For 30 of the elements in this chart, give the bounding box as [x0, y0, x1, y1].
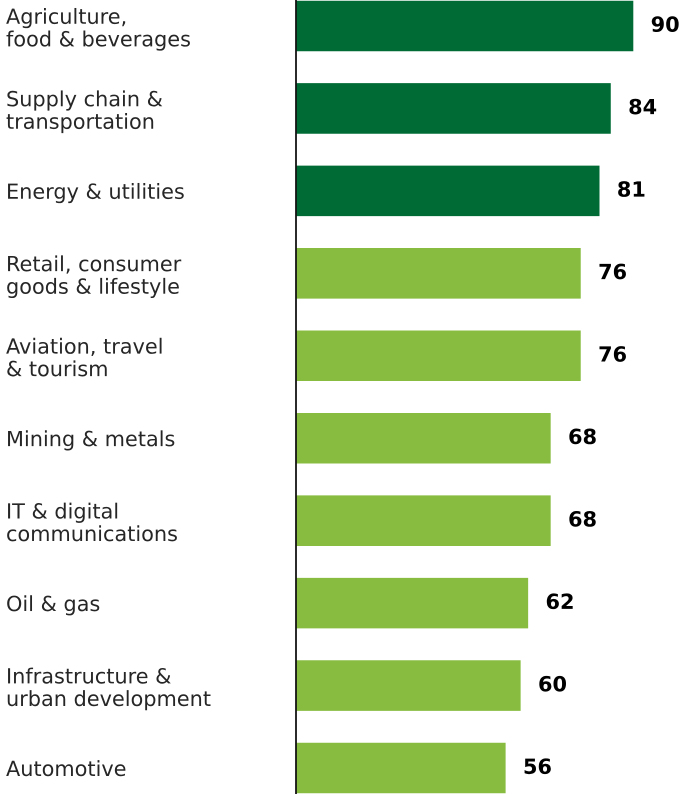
y-tick-label: Agriculture, food & beverages — [6, 8, 190, 51]
bar — [296, 329, 582, 382]
bar — [296, 658, 522, 712]
y-tick-label: IT & digital communications — [7, 502, 177, 542]
bar — [296, 412, 552, 465]
data-label: 90 — [652, 16, 679, 32]
data-label: 68 — [569, 428, 596, 444]
bar — [296, 246, 582, 300]
bar — [296, 82, 612, 136]
y-tick-label: Energy & utilities — [8, 182, 184, 204]
bar — [296, 164, 601, 218]
data-label: 76 — [599, 346, 626, 362]
data-label: 84 — [629, 98, 656, 114]
y-tick-label: Aviation, travel & tourism — [6, 338, 162, 376]
data-label: 56 — [524, 758, 551, 774]
y-tick-label: Supply chain & transportation — [6, 90, 162, 134]
data-label: 81 — [618, 181, 644, 197]
bar — [296, 576, 530, 630]
data-label: 60 — [539, 676, 566, 692]
data-label: 68 — [569, 510, 596, 527]
bar — [296, 741, 508, 794]
data-label: 62 — [546, 593, 573, 610]
y-tick-label: Infrastructure & urban development — [8, 668, 211, 710]
y-tick-label: Automotive — [6, 760, 126, 776]
bar — [296, 494, 552, 548]
data-label: 76 — [599, 264, 626, 280]
y-tick-label: Oil & gas — [7, 595, 100, 616]
y-tick-label: Mining & metals — [8, 430, 174, 450]
bar — [296, 0, 634, 53]
y-tick-label: Retail, consumer goods & lifestyle — [7, 255, 182, 298]
